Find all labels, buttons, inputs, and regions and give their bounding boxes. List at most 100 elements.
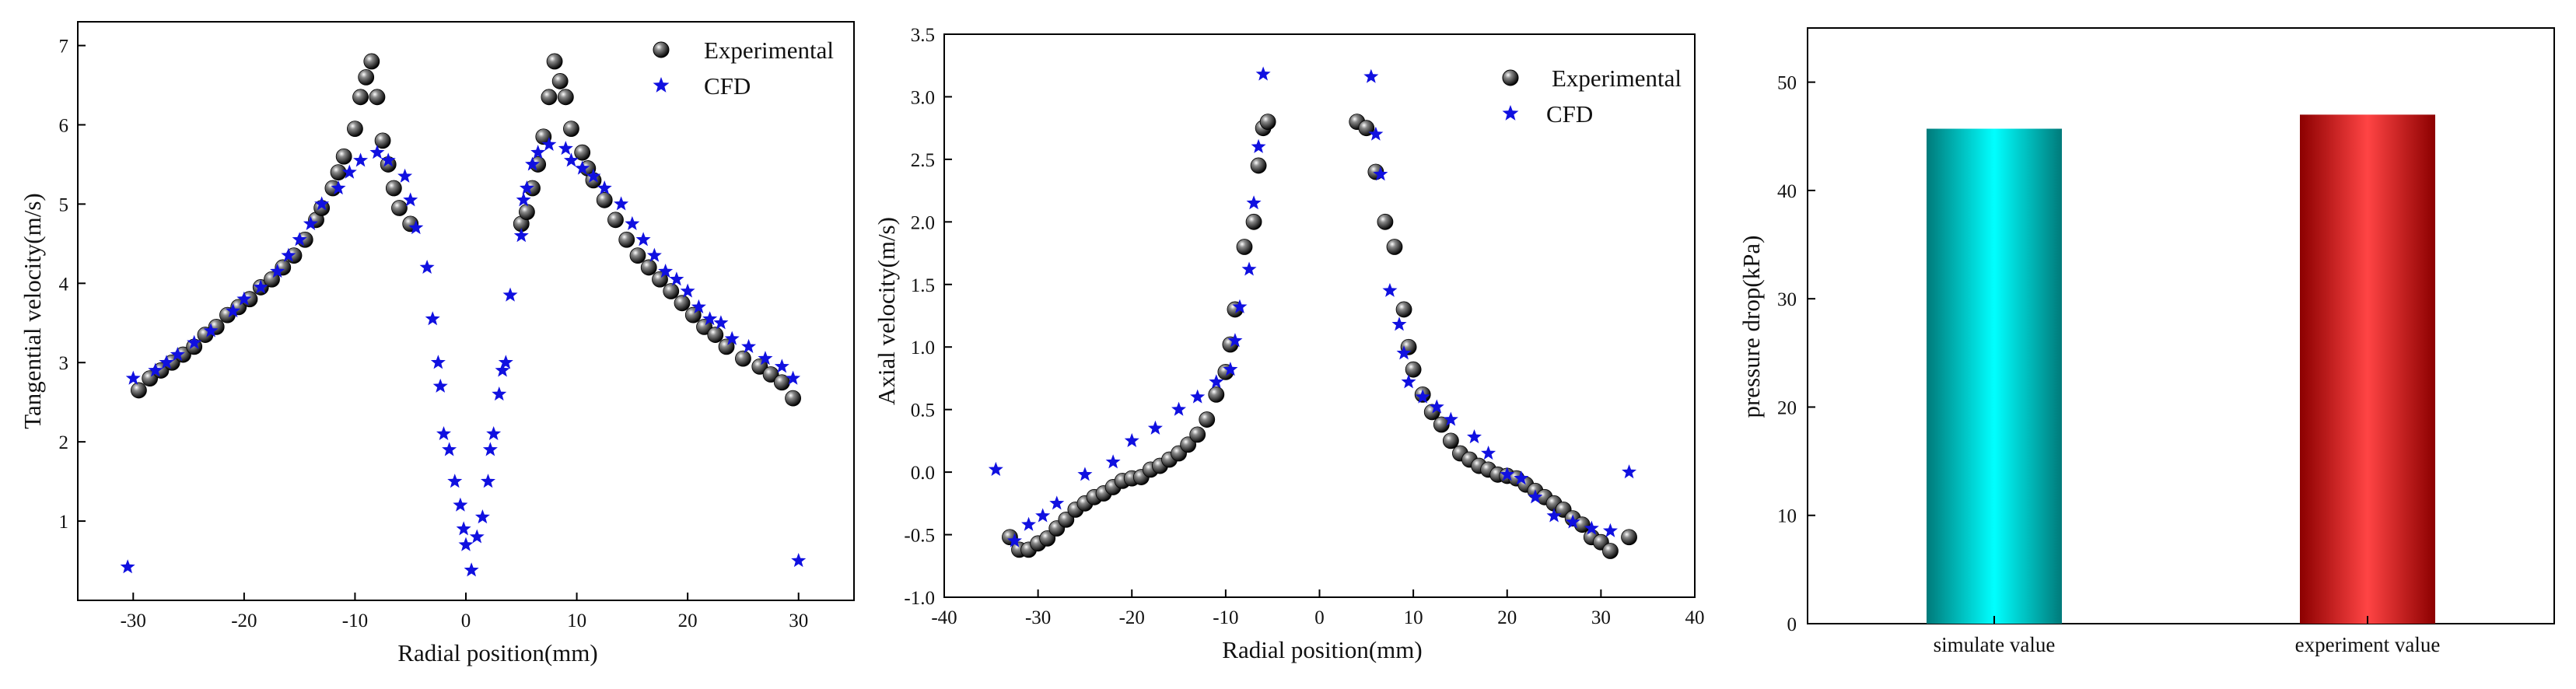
cfd-point (1006, 533, 1022, 547)
cfd-point (1124, 432, 1139, 447)
experimental-point (735, 350, 751, 367)
cfd-point (614, 196, 629, 211)
cfd-point (1241, 261, 1257, 276)
cfd-point (1190, 389, 1206, 404)
cfd-point (575, 160, 590, 175)
x-tick-label: -40 (931, 607, 957, 628)
cfd-point (1443, 411, 1458, 426)
experimental-point (1236, 239, 1253, 255)
cfd-point (1035, 508, 1051, 523)
cfd-point (1363, 68, 1379, 83)
experimental-point (374, 132, 391, 149)
experimental-point (1377, 213, 1394, 230)
experimental-point (546, 53, 563, 70)
cfd-point (988, 461, 1003, 476)
x-tick-label: 10 (1404, 607, 1423, 628)
x-tick-label: 0 (1314, 607, 1325, 628)
experimental-point (1386, 239, 1403, 255)
experimental-point (1405, 361, 1422, 378)
experimental-point (352, 89, 369, 106)
chart2-x-axis-title: Radial position(mm) (1222, 636, 1422, 663)
experimental-point (358, 68, 375, 86)
y-tick-label: 3 (59, 353, 69, 374)
y-tick-label: 2.5 (911, 150, 935, 171)
experimental-point (335, 148, 352, 165)
cfd-point (403, 192, 418, 207)
cfd-point (432, 378, 448, 393)
experimental-point (1199, 411, 1216, 428)
experimental-point (557, 89, 574, 106)
chart1-legend: Experimental CFD (653, 37, 834, 100)
y-tick-label: 3.0 (911, 87, 935, 108)
x-tick-label: 20 (1497, 607, 1517, 628)
cfd-point (436, 425, 451, 441)
cfd-point (519, 180, 534, 195)
x-tick-label: 30 (789, 610, 808, 631)
cfd-point (1373, 166, 1388, 181)
y-tick-label: 30 (1777, 289, 1797, 310)
chart2-points (988, 66, 1637, 559)
chart2-y-axis-title: Axial velocity(m/s) (873, 217, 900, 405)
experimental-point (663, 283, 680, 299)
cfd-point (1429, 399, 1444, 414)
y-tick-label: 50 (1777, 73, 1797, 94)
experimental-point (363, 53, 380, 70)
cfd-point (1565, 514, 1580, 529)
cfd-point (125, 370, 141, 385)
cfd-point (1232, 299, 1248, 313)
chart3-ticks: 0 10 20 30 40 50 simulate value experiment valu… (1777, 73, 2440, 656)
experimental-point (131, 382, 147, 399)
cfd-point (646, 247, 662, 262)
chart1-y-axis-title: Tangential velocity(m/s) (19, 193, 46, 428)
cfd-point (447, 474, 463, 488)
cfd-point (481, 474, 496, 488)
cfd-point (408, 219, 424, 235)
y-tick-label: -0.5 (904, 526, 935, 547)
cfd-point (586, 168, 601, 183)
cfd-point (1500, 467, 1515, 481)
y-tick-label: -1.0 (904, 588, 935, 609)
x-tick-label: 20 (678, 610, 698, 631)
cfd-point (486, 425, 502, 441)
chart1-legend-cfd-label: CFD (704, 72, 751, 100)
y-tick-label: 10 (1777, 506, 1797, 527)
cfd-point (525, 156, 541, 171)
experimental-point (1395, 301, 1412, 318)
bar-experiment-value (2300, 114, 2435, 624)
cfd-point (419, 259, 435, 275)
cfd-point (474, 509, 490, 524)
experimental-point (762, 366, 779, 383)
experimental-point (391, 200, 408, 216)
cfd-point (702, 311, 718, 326)
cfd-point (541, 136, 557, 152)
cfd-point (502, 287, 518, 302)
y-tick-label: 1 (59, 512, 69, 533)
cfd-point (741, 338, 757, 353)
experimental-point (519, 204, 535, 221)
experimental-point (1058, 511, 1075, 528)
y-tick-label: 40 (1777, 181, 1797, 202)
x-tick-label: 30 (1591, 607, 1611, 628)
experimental-point (707, 327, 724, 343)
cfd-point (303, 215, 318, 230)
cfd-point (625, 215, 640, 230)
chart1-legend-experimental-marker (653, 41, 670, 58)
cfd-point (453, 497, 468, 512)
cfd-point (1481, 445, 1496, 460)
tangential-velocity-chart: -30 -20 -10 0 10 20 30 1 2 3 4 5 6 7 Radial position(… (19, 21, 855, 666)
cfd-point (1077, 467, 1093, 481)
experimental-point (785, 390, 801, 407)
cfd-point (563, 152, 579, 167)
x-tick-label: -10 (342, 610, 368, 631)
experimental-point (535, 128, 552, 145)
cfd-point (1171, 401, 1187, 416)
chart3-y-axis-title: pressure drop(kPa) (1738, 235, 1765, 418)
cfd-point (442, 442, 457, 456)
cfd-point (236, 291, 252, 306)
x-tick-label: -30 (1025, 607, 1051, 628)
experimental-point (1442, 432, 1459, 449)
cfd-point (680, 283, 695, 298)
cfd-point (203, 323, 219, 338)
cfd-point (270, 264, 285, 278)
